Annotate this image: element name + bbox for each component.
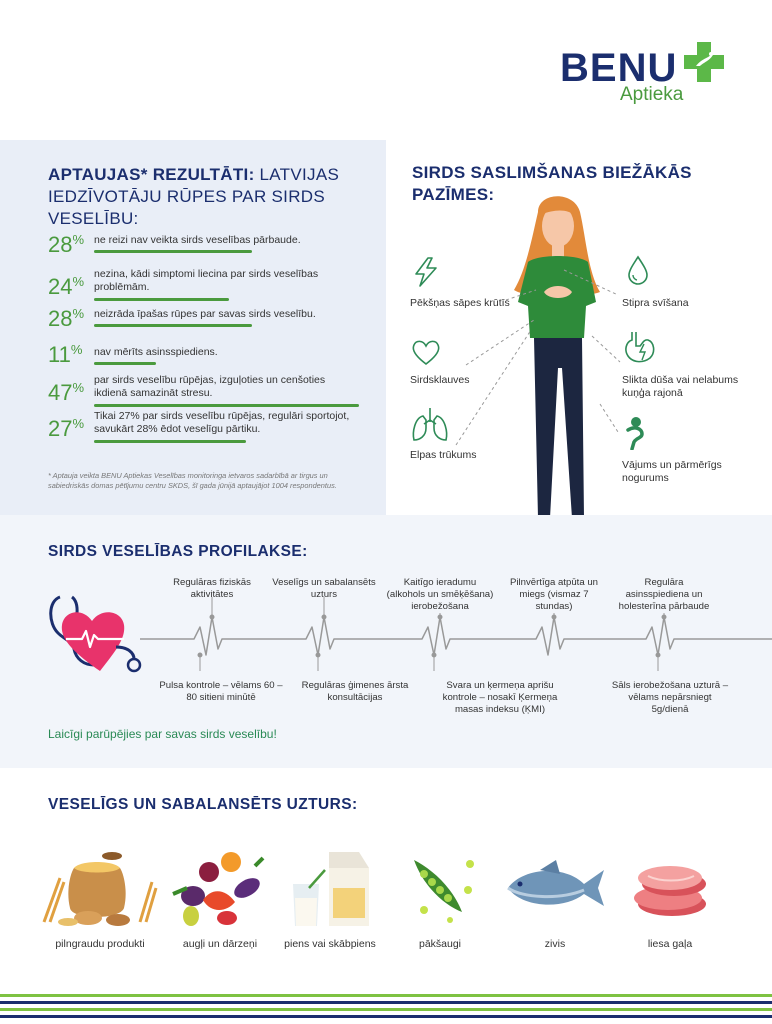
survey-title-bold: APTAUJAS* REZULTĀTI: bbox=[48, 165, 255, 184]
stat-text: Tikai 27% par sirds veselību rūpējas, re… bbox=[94, 410, 350, 435]
logo-subtitle: Aptieka bbox=[620, 84, 684, 105]
header: BENU Aptieka bbox=[0, 0, 772, 140]
ecg-timeline bbox=[140, 616, 772, 656]
stat-text: nezina, kādi simptomi liecina par sirds … bbox=[94, 268, 319, 293]
prevention-section: SIRDS VESELĪBAS PROFILAKSE: Regulāras fi… bbox=[0, 515, 772, 768]
food-label: piens vai skābpiens bbox=[284, 938, 376, 950]
symptom-label: Slikta dūša vai nelabums kuņģa rajonā bbox=[622, 374, 739, 399]
prevention-item-bottom: Pulsa kontrole – vēlams 60 – 80 sitieni … bbox=[159, 680, 283, 703]
food-label: augļi un dārzeņi bbox=[182, 938, 258, 950]
survey-panel: APTAUJAS* REZULTĀTI: LATVIJAS IEDZĪVOTĀJ… bbox=[0, 140, 386, 515]
lungs-icon bbox=[412, 408, 448, 441]
stat-bar bbox=[94, 298, 229, 301]
food-item: zivis bbox=[495, 848, 615, 950]
diet-title: VESELĪGS UN SABALANSĒTS UZTURS: bbox=[48, 796, 358, 813]
prevention-call-to-action: Laicīgi parūpējies par savas sirds vesel… bbox=[48, 727, 277, 741]
prevention-item-top: Regulāras fiziskās aktivitātes bbox=[173, 577, 251, 600]
footer-stripes bbox=[0, 994, 772, 1018]
symptoms-panel: SIRDS SASLIMŠANAS BIEŽĀKĀS PAZĪMES: Pēkš… bbox=[386, 140, 772, 528]
ecg-connectors bbox=[197, 597, 667, 671]
food-item: pilngraudu produkti bbox=[40, 848, 160, 950]
pharmacy-cross-icon bbox=[684, 42, 724, 82]
prevention-item-bottom: Sāls ierobežošana uzturā – vēlams nepārs… bbox=[611, 680, 729, 715]
food-label: liesa gaļa bbox=[647, 938, 693, 950]
food-label: zivis bbox=[544, 938, 566, 950]
stat-percent: 27% bbox=[48, 416, 85, 441]
food-label: pilngraudu produkti bbox=[55, 938, 145, 950]
stat-bar bbox=[94, 250, 252, 253]
survey-footnote: * Aptauja veikta BENU Aptiekas Veselības… bbox=[48, 471, 337, 490]
symptom-label: Elpas trūkums bbox=[410, 449, 477, 461]
stat-text: par sirds veselību rūpējas, izguļoties u… bbox=[94, 374, 326, 399]
symptom-connectors bbox=[455, 269, 621, 446]
diet-section: VESELĪGS UN SABALANSĒTS UZTURS: pilngrau… bbox=[0, 768, 772, 1024]
stat-percent: 28% bbox=[48, 306, 85, 331]
stat-bar bbox=[94, 404, 359, 407]
lightning-icon bbox=[415, 257, 437, 287]
stat-text: ne reizi nav veikta sirds veselības pārb… bbox=[94, 234, 301, 246]
fish-icon bbox=[507, 860, 604, 906]
food-item: pākšaugi bbox=[380, 848, 500, 950]
benu-logo[interactable]: BENU Aptieka bbox=[560, 40, 730, 110]
heart-outline-icon bbox=[412, 340, 440, 366]
stat-text: neizrāda īpašas rūpes par savas sirds ve… bbox=[94, 308, 316, 320]
symptom-label: Pēkšņas sāpes krūtīs bbox=[410, 297, 510, 309]
prevention-item-top: Regulāra asinsspiediena un holesterīna p… bbox=[618, 577, 710, 612]
symptoms-title: SIRDS SASLIMŠANAS BIEŽĀKĀS PAZĪMES: bbox=[412, 163, 692, 204]
milk-icon bbox=[293, 852, 369, 926]
stat-bar bbox=[94, 440, 246, 443]
prevention-item-top: Kaitīgo ieradumu (alkohols un smēķēšana)… bbox=[386, 577, 494, 612]
fruits-vegetables-icon bbox=[172, 852, 265, 926]
grain-sack-icon bbox=[42, 852, 158, 926]
logo-wordmark: BENU bbox=[560, 46, 678, 90]
stat-percent: 11% bbox=[48, 342, 83, 367]
survey-title: APTAUJAS* REZULTĀTI: LATVIJAS IEDZĪVOTĀJ… bbox=[48, 164, 368, 230]
drop-icon bbox=[628, 255, 648, 285]
stethoscope-heart-icon bbox=[49, 595, 142, 673]
stat-percent: 28% bbox=[48, 232, 85, 257]
meat-icon bbox=[634, 866, 706, 916]
food-label: pākšaugi bbox=[418, 938, 462, 950]
prevention-item-bottom: Svara un ķermeņa aprišu kontrole – nosak… bbox=[442, 680, 558, 715]
stomach-icon bbox=[625, 332, 655, 363]
prevention-item-top: Pilnvērtīga atpūta un miegs (vismaz 7 st… bbox=[509, 577, 598, 612]
stat-percent: 47% bbox=[48, 380, 85, 405]
symptom-label: Sirdsklauves bbox=[410, 374, 470, 386]
symptom-label: Vājums un pārmērīgs nogurums bbox=[622, 459, 722, 484]
stat-text: nav mērīts asinsspiediens. bbox=[94, 346, 218, 358]
stat-bar bbox=[94, 324, 252, 327]
survey-title-rest: LATVIJAS IEDZĪVOTĀJU RŪPES PAR SIRDS VES… bbox=[48, 165, 340, 228]
prevention-item-bottom: Regulāras ģimenes ārsta konsultācijas bbox=[301, 680, 409, 703]
food-item: piens vai skābpiens bbox=[270, 848, 390, 950]
prevention-item-top: Veselīgs un sabalansēts uzturs bbox=[272, 577, 376, 600]
stat-bar bbox=[94, 362, 156, 365]
fatigue-icon bbox=[626, 417, 644, 450]
peas-icon bbox=[414, 860, 474, 923]
food-item: liesa gaļa bbox=[610, 848, 730, 950]
food-item: augļi un dārzeņi bbox=[160, 848, 280, 950]
symptom-label: Stipra svīšana bbox=[622, 297, 689, 309]
prevention-title: SIRDS VESELĪBAS PROFILAKSE: bbox=[48, 543, 308, 560]
stat-percent: 24% bbox=[48, 274, 85, 299]
